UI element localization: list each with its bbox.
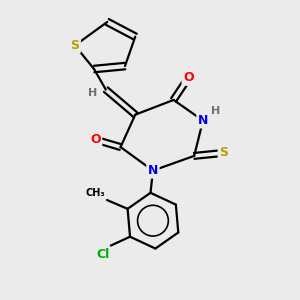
- Text: S: S: [70, 39, 80, 52]
- Text: O: O: [183, 71, 194, 84]
- Text: Cl: Cl: [96, 248, 110, 261]
- Text: N: N: [198, 114, 208, 127]
- Text: H: H: [211, 106, 220, 116]
- Text: O: O: [90, 133, 101, 146]
- Text: N: N: [148, 164, 158, 177]
- Text: H: H: [88, 88, 97, 98]
- Text: CH₃: CH₃: [86, 188, 106, 198]
- Text: S: S: [219, 146, 228, 159]
